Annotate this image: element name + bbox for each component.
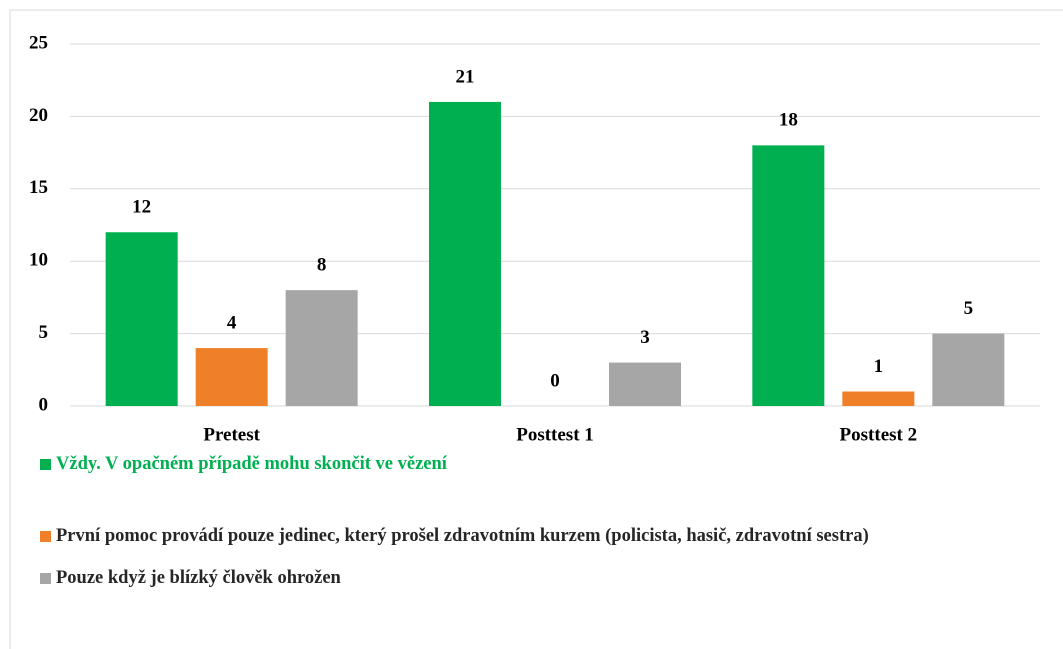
- y-tick-label: 10: [29, 250, 48, 271]
- bar: [285, 290, 358, 406]
- legend-item: První pomoc provádí pouze jedinec, který…: [40, 524, 1040, 548]
- legend-item: Vždy. V opačném případě mohu skončit ve …: [40, 452, 1040, 476]
- y-tick-label: 15: [29, 177, 48, 198]
- bar: [429, 101, 501, 407]
- bar: [195, 348, 268, 406]
- data-label: 0: [550, 370, 560, 391]
- data-label: 21: [456, 66, 475, 87]
- chart-border: [9, 9, 1063, 649]
- y-tick-label: 0: [39, 394, 49, 415]
- bar: [752, 145, 825, 407]
- data-label: 4: [227, 312, 237, 333]
- legend-swatch: [40, 531, 51, 542]
- legend-swatch: [40, 573, 51, 584]
- y-tick-label: 25: [29, 32, 48, 53]
- legend-item: Pouze když je blízký člověk ohrožen: [40, 566, 1040, 590]
- y-tick-label: 20: [29, 105, 48, 126]
- data-label: 12: [132, 197, 151, 218]
- x-tick-label: Posttest 2: [840, 424, 918, 445]
- data-label: 5: [964, 298, 974, 319]
- bar: [105, 232, 178, 406]
- x-tick-label: Posttest 1: [516, 424, 594, 445]
- data-label: 18: [779, 110, 798, 131]
- bar: [609, 362, 681, 406]
- legend-label: Pouze když je blízký člověk ohrožen: [56, 568, 341, 588]
- data-label: 3: [640, 327, 650, 348]
- data-label: 1: [874, 356, 884, 377]
- x-tick-label: Pretest: [203, 424, 260, 445]
- bar: [842, 391, 915, 406]
- legend-label: Vždy. V opačném případě mohu skončit ve …: [56, 454, 447, 474]
- legend-label: První pomoc provádí pouze jedinec, který…: [56, 526, 869, 546]
- legend: Vždy. V opačném případě mohu skončit ve …: [40, 452, 1040, 590]
- data-label: 8: [317, 255, 327, 276]
- y-tick-label: 5: [39, 322, 49, 343]
- legend-swatch: [40, 459, 51, 470]
- bar: [932, 333, 1005, 406]
